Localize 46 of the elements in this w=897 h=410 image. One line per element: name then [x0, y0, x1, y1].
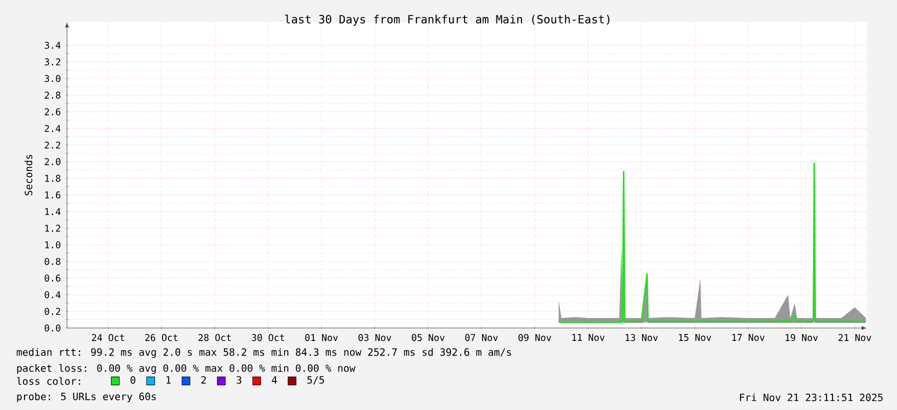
y-tick-label: 2.0 [44, 158, 60, 166]
x-tick-label: 17 Nov [732, 334, 765, 341]
y-tick-label: 0.8 [44, 258, 60, 265]
x-tick-label: 19 Nov [786, 334, 818, 342]
x-tick-label: 07 Nov [465, 334, 498, 342]
x-tick-label: 21 Nov [838, 334, 872, 342]
legend-title: loss color: [17, 377, 80, 385]
y-tick-label: 0.4 [44, 291, 61, 298]
y-tick-label: 1.6 [45, 191, 60, 198]
x-tick-label: 28 Oct [198, 334, 231, 342]
x-tick-label: 09 Nov [518, 334, 552, 342]
x-tick-label: 30 Oct [252, 334, 284, 342]
y-tick-label: 1.2 [45, 224, 60, 232]
x-tick-label: 13 Nov [626, 334, 658, 342]
x-tick-label: 11 Nov [572, 334, 605, 341]
legend-label: 3 [236, 376, 242, 384]
x-tick-label: 26 Oct [145, 334, 178, 342]
text: packet loss: 0.00 % avg 0.00 % max 0.00 % min 0.00 % now [17, 364, 356, 374]
y-tick-label: 0.0 [44, 324, 60, 332]
y-tick-label: 2.8 [44, 92, 60, 99]
y-tick-label: 3.2 [44, 58, 60, 66]
y-tick-label: 0.6 [44, 274, 60, 282]
y-tick-label: 2.6 [44, 108, 60, 116]
legend-label: 5/5 [307, 376, 324, 384]
y-tick-label: 3.4 [44, 42, 61, 49]
y-tick-label: 2.4 [44, 124, 61, 132]
y-tick-label: 1.8 [45, 174, 60, 182]
y-tick-label: 2.2 [44, 142, 60, 149]
legend-label: 0 [130, 376, 136, 384]
legend-label: 1 [166, 376, 171, 384]
legend-label: 2 [201, 376, 206, 384]
legend-label: 4 [272, 376, 277, 384]
x-tick-label: 05 Nov [412, 334, 445, 342]
text: median rtt: 99.2 ms avg 2.0 s max 58.2 ms min 84.3 ms now 252.7 ms sd 392.6 m am/s [16, 348, 511, 358]
y-tick-label: 3.0 [44, 75, 60, 82]
chart-title: last 30 Days from Frankfurt am Main (South-East) [285, 14, 610, 26]
x-tick-label: 03 Nov [358, 334, 392, 342]
x-tick-label: 24 Oct [92, 334, 124, 342]
x-tick-label: 01 Nov [305, 334, 338, 342]
text: probe: 5 URLs every 60s [17, 392, 156, 402]
y-tick-label: 1.0 [45, 241, 60, 248]
y-tick-label: 1.4 [45, 208, 61, 215]
y-axis-title: Seconds [24, 154, 32, 196]
x-tick-label: 15 Nov [679, 334, 712, 341]
y-tick-label: 0.2 [44, 308, 60, 315]
text: Fri Nov 21 23:11:51 2025 [740, 393, 883, 402]
